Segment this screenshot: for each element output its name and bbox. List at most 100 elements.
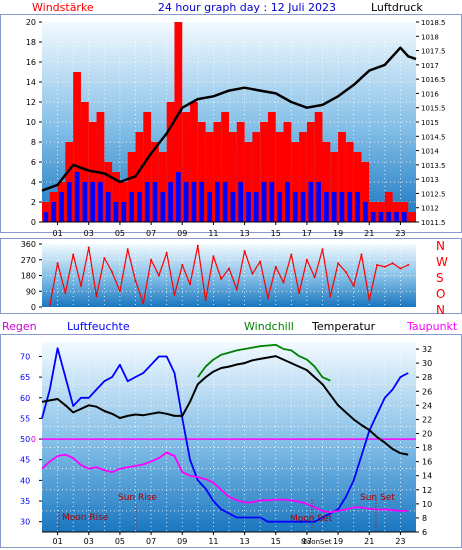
pressure-y-tick-label: 1017 bbox=[421, 62, 439, 70]
wind-direction-point bbox=[197, 245, 199, 247]
direction-y-tick-label: 0 bbox=[31, 303, 36, 312]
wind-direction-point bbox=[407, 264, 409, 266]
wind-direction-point bbox=[189, 283, 191, 285]
wind-mean-bar bbox=[75, 172, 80, 222]
wind-direction-point bbox=[228, 268, 230, 270]
direction-y-tick-label: 90 bbox=[26, 287, 36, 296]
x-tick-label: 23 bbox=[395, 229, 405, 238]
direction-label-w: W bbox=[436, 255, 448, 269]
pressure-y-tick-label: 1016 bbox=[421, 90, 439, 98]
wind-direction-point bbox=[314, 276, 316, 278]
x-tick-label: 07 bbox=[146, 229, 156, 238]
wind-mean-bar bbox=[137, 192, 142, 222]
regen-label: Regen bbox=[2, 320, 37, 333]
wind-mean-bar bbox=[215, 182, 220, 222]
sun-rise-label: Sun Rise bbox=[118, 493, 157, 503]
wind-mean-bar bbox=[301, 192, 306, 222]
wind-y-tick-label: 12 bbox=[26, 98, 36, 107]
x-tick-label: 15 bbox=[271, 229, 281, 238]
x-tick-label: 05 bbox=[115, 229, 125, 238]
temperature-y-tick-label: 24 bbox=[422, 401, 432, 410]
wind-mean-bar bbox=[270, 182, 275, 222]
temperature-y-tick-label: 22 bbox=[422, 415, 432, 424]
wind-direction-point bbox=[80, 285, 82, 287]
wind-direction-point bbox=[360, 254, 362, 256]
pressure-y-tick-label: 1011.5 bbox=[421, 219, 446, 227]
wind-mean-bar bbox=[254, 192, 259, 222]
temperature-y-tick-label: 10 bbox=[422, 500, 432, 509]
x-tick-label: 09 bbox=[177, 537, 187, 546]
humidity-y-tick-label: 55 bbox=[20, 414, 30, 423]
wind-direction-point bbox=[57, 262, 59, 264]
wind-direction-point bbox=[88, 247, 90, 249]
wind-mean-bar bbox=[83, 182, 88, 222]
wind-direction-point bbox=[376, 264, 378, 266]
temperature-y-tick-label: 6 bbox=[422, 528, 427, 537]
temperature-y-tick-label: 28 bbox=[422, 373, 432, 382]
x-tick-label: 09 bbox=[177, 229, 187, 238]
wind-mean-bar bbox=[231, 192, 236, 222]
wind-mean-bar bbox=[246, 192, 251, 222]
wind-direction-point bbox=[166, 252, 168, 254]
wind-direction-point bbox=[337, 262, 339, 264]
wind-y-tick-label: 18 bbox=[26, 38, 36, 47]
wind-mean-bar bbox=[160, 192, 165, 222]
wind-mean-bar bbox=[192, 182, 197, 222]
wind-direction-point bbox=[150, 259, 152, 261]
humidity-y-tick-label: 30 bbox=[20, 518, 30, 527]
taupunkt-label: Taupunkt bbox=[406, 320, 458, 333]
wind-direction-point bbox=[173, 294, 175, 296]
wind-mean-bar bbox=[90, 182, 95, 222]
chart-title: 24 hour graph day : 12 Juli 2023 bbox=[158, 1, 336, 14]
wind-y-tick-label: 10 bbox=[26, 118, 36, 127]
humidity-y-tick-label: 35 bbox=[20, 497, 30, 506]
wind-direction-point bbox=[345, 271, 347, 273]
direction-y-tick-label: 270 bbox=[21, 256, 36, 265]
wind-mean-bar bbox=[277, 192, 282, 222]
wind-direction-point bbox=[329, 296, 331, 298]
pressure-y-tick-label: 1018.5 bbox=[421, 19, 446, 27]
x-tick-label: 19 bbox=[333, 229, 343, 238]
wind-direction-point bbox=[119, 290, 121, 292]
x-tick-label: 03 bbox=[84, 229, 94, 238]
wind-mean-bar bbox=[44, 212, 49, 222]
wind-mean-bar bbox=[238, 182, 243, 222]
direction-label-s: S bbox=[436, 271, 444, 285]
pressure-y-tick-label: 1013.5 bbox=[421, 162, 446, 170]
wind-direction-point bbox=[205, 299, 207, 301]
wind-y-tick-label: 6 bbox=[31, 158, 36, 167]
temperature-y-tick-label: 18 bbox=[422, 444, 432, 453]
humidity-y-tick-label: 45 bbox=[20, 456, 30, 465]
wind-direction-point bbox=[399, 268, 401, 270]
wind-mean-bar bbox=[51, 202, 56, 222]
x-tick-label: 07 bbox=[146, 537, 156, 546]
pressure-y-tick-label: 1014.5 bbox=[421, 133, 446, 141]
pressure-y-tick-label: 1017.5 bbox=[421, 48, 446, 56]
wind-mean-bar bbox=[379, 212, 384, 222]
wind-mean-bar bbox=[145, 182, 150, 222]
wind-mean-bar bbox=[371, 212, 376, 222]
wind-mean-bar bbox=[324, 192, 329, 222]
pressure-y-tick-label: 1015 bbox=[421, 119, 439, 127]
wind-direction-point bbox=[259, 261, 261, 263]
pressure-y-tick-label: 1014 bbox=[421, 148, 439, 156]
wind-mean-bar bbox=[340, 192, 345, 222]
pressure-y-tick-label: 1016.5 bbox=[421, 76, 446, 84]
wind-mean-bar bbox=[347, 192, 352, 222]
moon-rise-label: Moon Rise bbox=[62, 513, 109, 523]
moon-set-label: Moon Set bbox=[290, 514, 333, 524]
wind-direction-point bbox=[127, 248, 129, 250]
wind-mean-bar bbox=[402, 212, 407, 222]
wind-direction-point bbox=[64, 292, 66, 294]
temperature-y-tick-label: 8 bbox=[422, 514, 427, 523]
temperature-y-tick-label: 12 bbox=[422, 486, 432, 495]
x-tick-label: 21 bbox=[364, 229, 374, 238]
direction-label-n-top: N bbox=[436, 239, 445, 253]
temperatur-label: Temperatur bbox=[311, 320, 376, 333]
humidity-y-tick-label: 60 bbox=[20, 394, 30, 403]
wind-direction-point bbox=[135, 280, 137, 282]
wind-direction-point bbox=[251, 273, 253, 275]
wind-mean-bar bbox=[114, 202, 119, 222]
wind-mean-bar bbox=[332, 192, 337, 222]
